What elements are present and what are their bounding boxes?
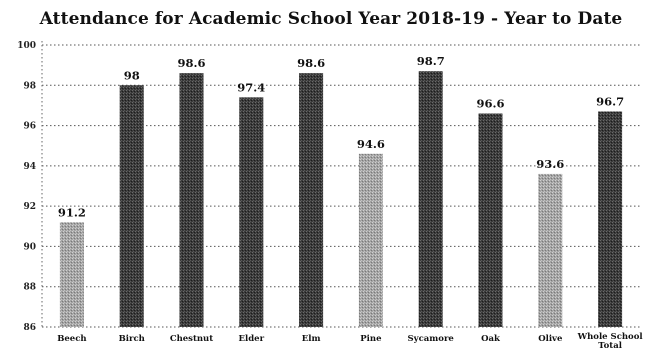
x-tick-label: Chestnut [170, 334, 213, 344]
data-label: 93.6 [536, 157, 564, 171]
bar [538, 173, 563, 327]
x-tick-label: Whole School Total [577, 332, 644, 350]
y-tick-label: 100 [17, 41, 36, 51]
bars [59, 71, 623, 328]
bar [598, 111, 623, 327]
x-tick-label: Sycamore [408, 334, 455, 344]
data-label: 96.6 [476, 96, 504, 110]
y-tick-label: 86 [23, 323, 36, 333]
data-label: 98.6 [177, 56, 205, 70]
bar [299, 73, 324, 327]
y-tick-label: 96 [23, 122, 36, 132]
y-tick-label: 94 [23, 162, 36, 172]
bar [358, 153, 383, 327]
x-tick-label: Elder [239, 334, 265, 344]
y-tick-label: 98 [23, 81, 36, 91]
bar [119, 85, 144, 328]
chart-title: Attendance for Academic School Year 2018… [39, 9, 623, 29]
x-axis: Beech Birch Chestnut Elder Elm Pine Sycamore Oa… [57, 332, 643, 350]
bar [179, 73, 204, 327]
data-label: 96.7 [596, 94, 624, 108]
x-tick-label: Elm [302, 334, 321, 344]
data-label: 98.6 [297, 56, 325, 70]
x-tick-label: Pine [360, 334, 382, 344]
data-label: 98.7 [417, 54, 445, 68]
x-tick-label: Olive [538, 334, 563, 344]
y-axis: 86 88 90 92 94 96 98 100 [17, 41, 43, 333]
data-label: 98 [124, 68, 140, 82]
data-label: 97.4 [237, 80, 265, 94]
bar [239, 97, 264, 327]
bar [418, 71, 443, 327]
bar [59, 222, 84, 327]
y-tick-label: 90 [23, 242, 36, 252]
x-tick-label: Beech [57, 334, 86, 344]
x-tick-label: Birch [119, 334, 145, 344]
y-tick-label: 88 [23, 283, 36, 293]
data-label: 94.6 [357, 137, 385, 151]
data-labels: 91.2 98 98.6 97.4 98.6 94.6 98.7 96.6 93.6 96.7 [58, 54, 624, 219]
y-tick-label: 92 [23, 202, 36, 212]
x-tick-label: Oak [481, 334, 501, 344]
data-label: 91.2 [58, 205, 86, 219]
bar [478, 113, 503, 327]
